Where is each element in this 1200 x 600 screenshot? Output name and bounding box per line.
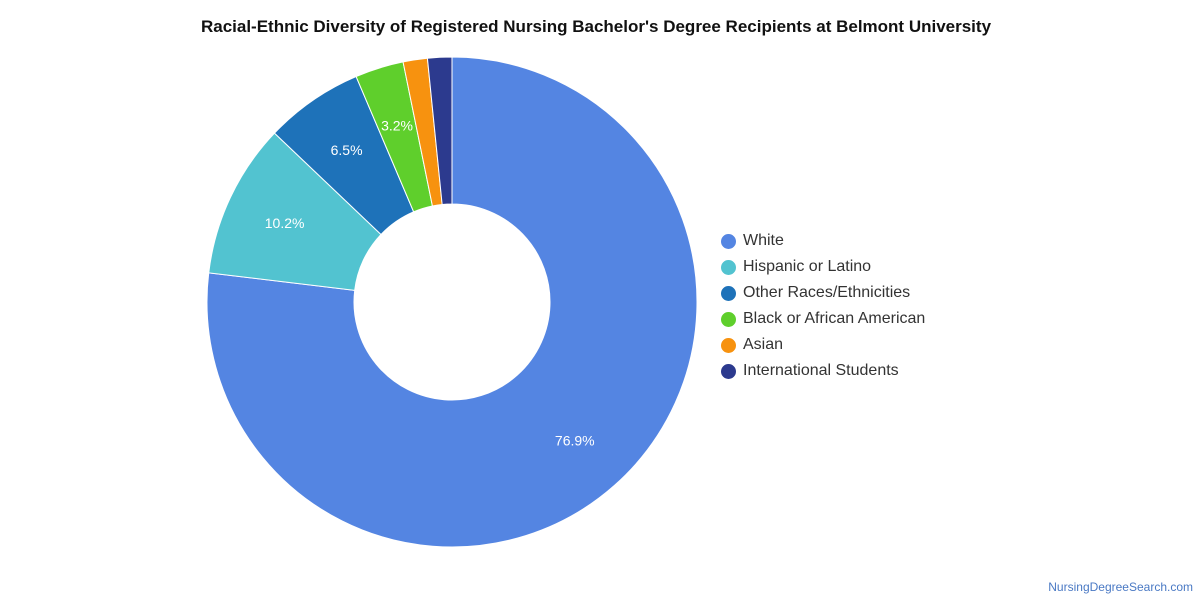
legend-swatch-icon	[721, 337, 736, 353]
legend-swatch-icon	[721, 363, 736, 379]
legend-label: Other Races/Ethnicities	[743, 284, 911, 301]
legend-swatch-icon	[721, 259, 736, 275]
watermark-link[interactable]: NursingDegreeSearch.com	[1048, 580, 1193, 594]
legend: White Hispanic or Latino Other Races/Ethni…	[721, 228, 925, 384]
legend-item[interactable]: Hispanic or Latino	[721, 254, 925, 280]
legend-label: White	[743, 232, 784, 249]
legend-label: Hispanic or Latino	[743, 258, 872, 275]
data-labels-group: 76.9% 10.2% 6.5% 3.2%	[265, 117, 595, 448]
slice-white[interactable]	[206, 56, 698, 548]
data-label: 3.2%	[381, 117, 413, 133]
data-label: 76.9%	[555, 432, 595, 448]
legend-label: International Students	[743, 362, 899, 379]
legend-item[interactable]: International Students	[721, 358, 925, 384]
legend-swatch-icon	[721, 233, 736, 249]
legend-item[interactable]: Asian	[721, 332, 925, 358]
legend-label: Black or African American	[743, 310, 926, 327]
legend-item[interactable]: White	[721, 228, 925, 254]
slice-international-students[interactable]	[426, 56, 453, 206]
legend-swatch-icon	[721, 311, 736, 327]
legend-label: Asian	[743, 336, 784, 353]
data-label: 10.2%	[265, 215, 305, 231]
data-label: 6.5%	[331, 142, 363, 158]
legend-item[interactable]: Other Races/Ethnicities	[721, 280, 925, 306]
legend-swatch-icon	[721, 285, 736, 301]
legend-item[interactable]: Black or African American	[721, 306, 925, 332]
chart-title: Racial-Ethnic Diversity of Registered Nu…	[200, 17, 992, 36]
slices-group	[206, 56, 698, 548]
slice-hispanic-or-latino[interactable]	[208, 132, 382, 291]
